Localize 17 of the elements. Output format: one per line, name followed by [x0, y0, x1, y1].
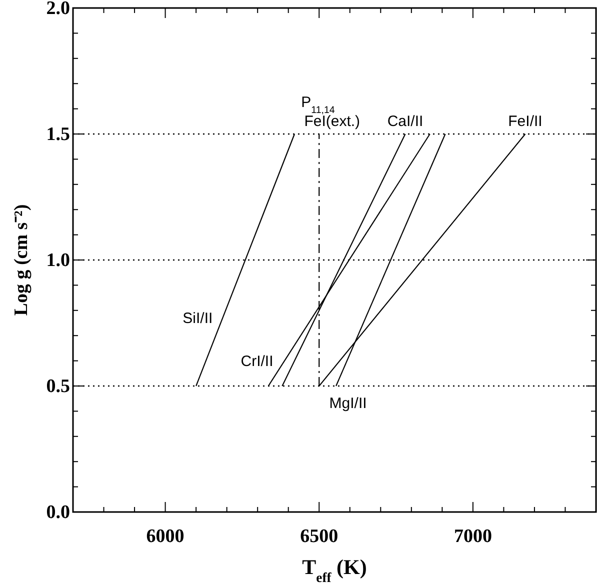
x-axis-title: T$_{eff}$ (K)	[302, 555, 367, 584]
y-tick-label: 2.0	[46, 0, 70, 19]
series-label: CaI/II	[387, 113, 424, 130]
annotation: P$_{11,14}$	[301, 94, 336, 116]
y-tick-label: 0.0	[46, 502, 70, 523]
x-tick-label: 7000	[454, 526, 492, 547]
y-tick-label: 1.0	[46, 250, 70, 271]
series-label: CrI/II	[240, 352, 274, 370]
series-label: MgI/II	[329, 395, 367, 412]
series-label: FeI/II	[508, 113, 542, 130]
series-label: SiI/II	[182, 310, 213, 327]
y-tick-label: 1.5	[46, 124, 70, 145]
x-tick-label: 6000	[146, 526, 184, 547]
y-axis-title: Log g (cm s⁻²)	[11, 204, 32, 316]
x-tick-label: 6500	[300, 526, 338, 547]
series-label: FeI(ext.)	[304, 113, 360, 130]
y-tick-label: 0.5	[46, 376, 70, 397]
